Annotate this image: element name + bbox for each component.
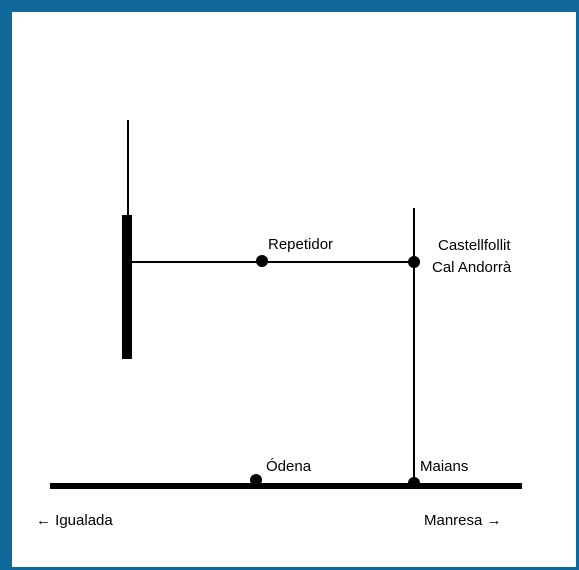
direction-label: Manresa → [424,512,502,529]
place-label: Cal Andorrà [432,259,512,276]
place-dot [408,256,420,268]
place-dot [408,477,420,489]
place-dot [256,255,268,267]
place-label: Ódena [266,458,312,475]
canvas [12,12,576,567]
place-label: Castellfollit [438,237,511,254]
direction-label: ← Igualada [36,512,113,529]
main-road [50,483,522,489]
place-label: Maians [420,458,468,475]
place-dot [250,474,262,486]
main-road [122,215,132,359]
place-label: Repetidor [268,236,333,253]
